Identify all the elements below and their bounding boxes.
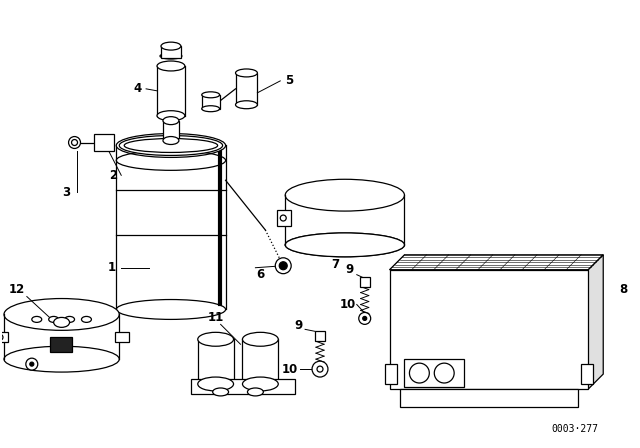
Ellipse shape: [157, 111, 185, 121]
Text: 5: 5: [285, 74, 293, 87]
Polygon shape: [390, 255, 604, 270]
Text: 11: 11: [207, 311, 224, 324]
Text: 9: 9: [346, 263, 354, 276]
Ellipse shape: [202, 106, 220, 112]
Ellipse shape: [248, 388, 263, 396]
Circle shape: [30, 362, 34, 366]
Circle shape: [279, 262, 287, 270]
Bar: [191, 379, 295, 394]
Text: 7: 7: [331, 258, 339, 271]
Bar: [163, 121, 179, 141]
Circle shape: [363, 316, 367, 320]
Bar: [277, 210, 291, 226]
Text: 2: 2: [109, 169, 117, 182]
Bar: [0, 332, 8, 342]
Ellipse shape: [198, 377, 234, 391]
Ellipse shape: [285, 233, 404, 257]
Bar: [161, 46, 181, 58]
Text: 6: 6: [256, 268, 264, 281]
Ellipse shape: [65, 316, 74, 323]
Ellipse shape: [285, 233, 404, 257]
Text: 10: 10: [282, 362, 298, 375]
Ellipse shape: [4, 346, 119, 372]
Circle shape: [312, 361, 328, 377]
Bar: [385, 364, 397, 384]
Text: 9: 9: [294, 319, 302, 332]
Ellipse shape: [161, 42, 181, 50]
Ellipse shape: [163, 137, 179, 145]
Bar: [360, 277, 370, 287]
Circle shape: [275, 258, 291, 274]
Circle shape: [359, 312, 371, 324]
Bar: [115, 332, 129, 342]
Ellipse shape: [157, 61, 185, 71]
Text: 10: 10: [340, 298, 356, 311]
Circle shape: [68, 137, 81, 148]
Text: 3: 3: [63, 186, 70, 199]
Bar: [50, 337, 72, 352]
Circle shape: [72, 139, 77, 146]
Ellipse shape: [236, 69, 257, 77]
Ellipse shape: [49, 316, 59, 323]
Text: 0003·277: 0003·277: [551, 424, 598, 434]
Circle shape: [410, 363, 429, 383]
Bar: [390, 270, 588, 389]
Bar: [581, 364, 593, 384]
Ellipse shape: [119, 136, 223, 155]
Circle shape: [317, 366, 323, 372]
Ellipse shape: [81, 316, 92, 323]
Ellipse shape: [124, 138, 218, 152]
Bar: [399, 389, 579, 407]
Bar: [236, 73, 257, 105]
Ellipse shape: [4, 298, 119, 330]
Ellipse shape: [236, 101, 257, 109]
Circle shape: [280, 215, 286, 221]
Ellipse shape: [32, 316, 42, 323]
Ellipse shape: [285, 179, 404, 211]
Bar: [404, 359, 464, 387]
Ellipse shape: [160, 53, 182, 59]
Text: 8: 8: [619, 283, 627, 296]
Circle shape: [26, 358, 38, 370]
Bar: [202, 95, 220, 109]
Polygon shape: [588, 255, 604, 389]
Bar: [95, 134, 115, 151]
Text: 1: 1: [108, 261, 115, 274]
Ellipse shape: [116, 134, 225, 157]
Ellipse shape: [54, 318, 70, 327]
Ellipse shape: [243, 377, 278, 391]
Text: 4: 4: [133, 82, 141, 95]
Ellipse shape: [212, 388, 228, 396]
Text: 12: 12: [9, 283, 25, 296]
Circle shape: [435, 363, 454, 383]
Ellipse shape: [198, 332, 234, 346]
Ellipse shape: [116, 300, 225, 319]
Bar: [315, 332, 325, 341]
Circle shape: [0, 334, 3, 340]
Ellipse shape: [163, 116, 179, 125]
Ellipse shape: [243, 332, 278, 346]
Ellipse shape: [202, 92, 220, 98]
